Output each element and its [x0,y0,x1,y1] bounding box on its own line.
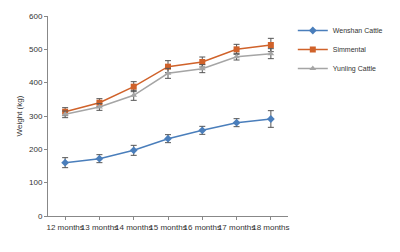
svg-text:Wenshan Cattle: Wenshan Cattle [333,27,383,34]
svg-text:100: 100 [29,178,43,187]
svg-text:Weight (kg): Weight (kg) [15,95,24,136]
svg-text:Yunling Cattle: Yunling Cattle [333,65,376,73]
svg-text:Simmental: Simmental [333,46,367,53]
svg-text:400: 400 [29,78,43,87]
svg-text:17 months: 17 months [218,223,255,232]
svg-text:0: 0 [38,212,43,221]
svg-text:200: 200 [29,145,43,154]
svg-text:500: 500 [29,45,43,54]
svg-text:14 months: 14 months [115,223,152,232]
svg-text:13 months: 13 months [81,223,118,232]
svg-text:12 months: 12 months [46,223,83,232]
svg-text:16 months: 16 months [184,223,221,232]
svg-text:300: 300 [29,112,43,121]
svg-text:15 months: 15 months [149,223,186,232]
svg-text:18 months: 18 months [252,223,289,232]
svg-text:600: 600 [29,12,43,21]
